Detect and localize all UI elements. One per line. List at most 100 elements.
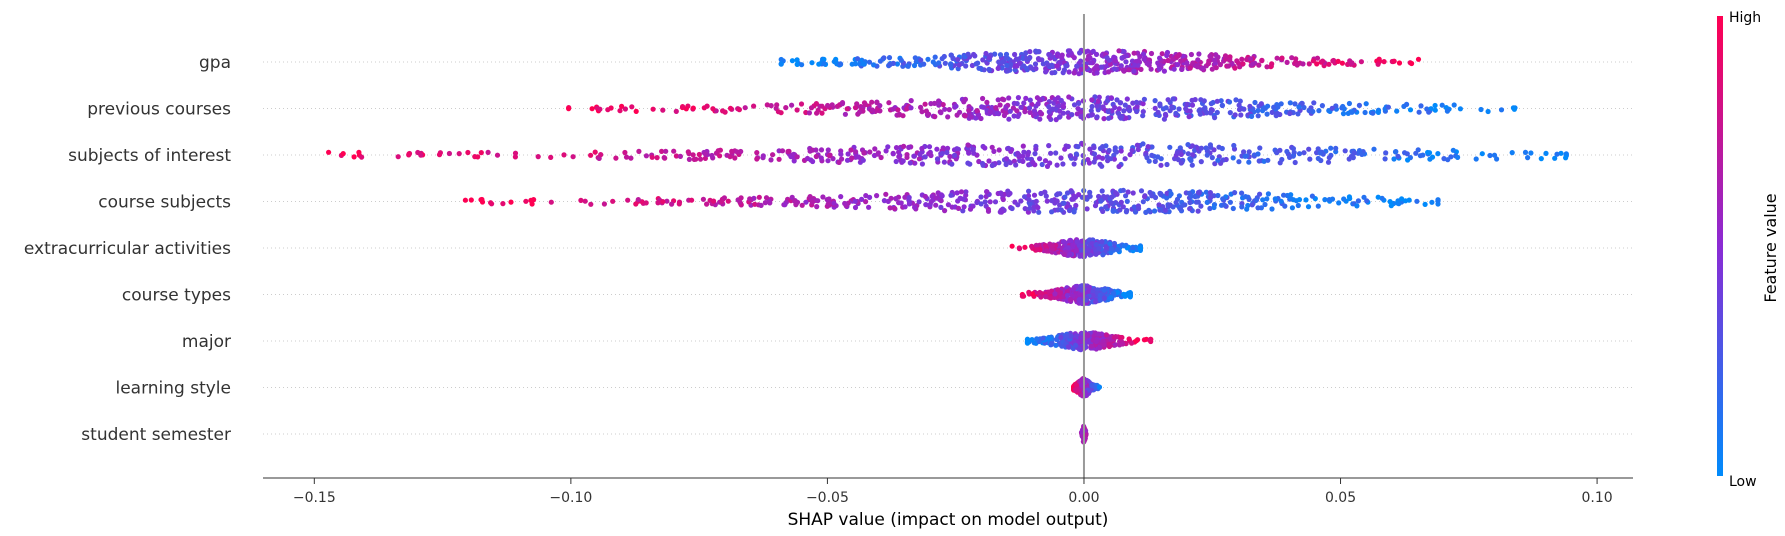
shap-point [697, 156, 704, 162]
shap-point [1157, 55, 1163, 61]
shap-point [941, 159, 948, 165]
shap-point [1089, 343, 1095, 349]
shap-point [1131, 50, 1137, 56]
shap-point [1092, 203, 1099, 209]
shap-point [1349, 60, 1355, 66]
shap-point [742, 105, 748, 111]
shap-point [813, 101, 820, 107]
shap-point [1310, 58, 1316, 64]
shap-point [818, 155, 824, 161]
feature-label: learning style [115, 379, 231, 399]
shap-point [1382, 156, 1388, 162]
shap-point [1341, 196, 1347, 202]
shap-point [1156, 66, 1162, 72]
shap-point [1054, 162, 1060, 168]
shap-point [901, 143, 907, 149]
shap-point [1122, 102, 1128, 108]
shap-point [904, 154, 910, 160]
shap-point [1371, 146, 1377, 152]
shap-point [942, 208, 948, 214]
shap-point [859, 196, 865, 202]
shap-point [1391, 156, 1397, 162]
shap-point [1498, 107, 1505, 113]
shap-point [1049, 209, 1055, 215]
shap-point [809, 199, 816, 205]
shap-point [1105, 108, 1111, 115]
shap-point [1204, 152, 1210, 158]
shap-point [1271, 104, 1277, 110]
shap-point [974, 108, 980, 114]
shap-point [962, 113, 968, 119]
shap-point [561, 152, 567, 158]
shap-point [356, 149, 362, 155]
shap-point [1067, 48, 1073, 54]
shap-point [1158, 162, 1164, 168]
x-tick-label: −0.10 [549, 490, 592, 506]
shap-point [1138, 188, 1145, 194]
shap-point [1071, 102, 1078, 108]
shap-point [768, 157, 774, 163]
shap-point [1007, 108, 1013, 114]
shap-point [1552, 155, 1558, 161]
shap-point [1076, 100, 1082, 106]
shap-point [1333, 145, 1339, 151]
shap-point [633, 201, 639, 207]
shap-point [1381, 59, 1387, 65]
shap-point [1227, 199, 1233, 205]
shap-point [1233, 97, 1239, 103]
shap-point [1053, 336, 1059, 342]
shap-point [1301, 104, 1307, 111]
shap-point [1287, 100, 1293, 106]
shap-point [966, 150, 972, 156]
shap-point [1094, 114, 1100, 120]
shap-point [1528, 150, 1534, 156]
shap-point [1287, 154, 1293, 160]
shap-point [982, 145, 988, 151]
shap-point [1213, 52, 1219, 58]
shap-point [1244, 56, 1250, 63]
shap-point [958, 189, 965, 195]
shap-point [1076, 71, 1082, 77]
shap-point [789, 194, 795, 200]
shap-point [1070, 242, 1076, 248]
shap-point [987, 199, 993, 205]
shap-point [994, 110, 1000, 116]
shap-point [1178, 58, 1184, 64]
shap-point [938, 204, 944, 210]
shap-point [1067, 237, 1073, 244]
shap-point [1012, 51, 1018, 58]
shap-point [1120, 187, 1126, 193]
shap-point [1176, 52, 1182, 58]
shap-point [1060, 161, 1066, 167]
shap-point [912, 204, 918, 210]
shap-point [1236, 159, 1242, 165]
shap-point [764, 102, 770, 108]
shap-point [1170, 96, 1176, 102]
shap-point [1331, 57, 1337, 64]
shap-point [1273, 113, 1279, 119]
shap-point [1070, 196, 1076, 202]
shap-point [1033, 66, 1039, 72]
shap-point [825, 102, 831, 109]
shap-point [1244, 206, 1250, 212]
shap-point [1264, 64, 1270, 70]
shap-point [1260, 197, 1266, 203]
shap-point [1292, 159, 1298, 166]
shap-point [1161, 68, 1167, 74]
shap-point [1108, 95, 1114, 101]
shap-point [803, 199, 809, 205]
shap-point [719, 199, 725, 205]
shap-point [842, 200, 848, 207]
shap-point [960, 208, 966, 214]
shap-point [1123, 53, 1129, 59]
shap-point [1064, 190, 1071, 196]
shap-point [1409, 60, 1415, 67]
shap-point [1186, 190, 1192, 196]
shap-point [588, 152, 594, 158]
shap-point [866, 204, 872, 210]
shap-point [818, 147, 825, 153]
shap-point [814, 110, 820, 116]
shap-point [919, 109, 925, 115]
feature-label: previous courses [87, 100, 231, 120]
shap-point [1182, 202, 1188, 208]
